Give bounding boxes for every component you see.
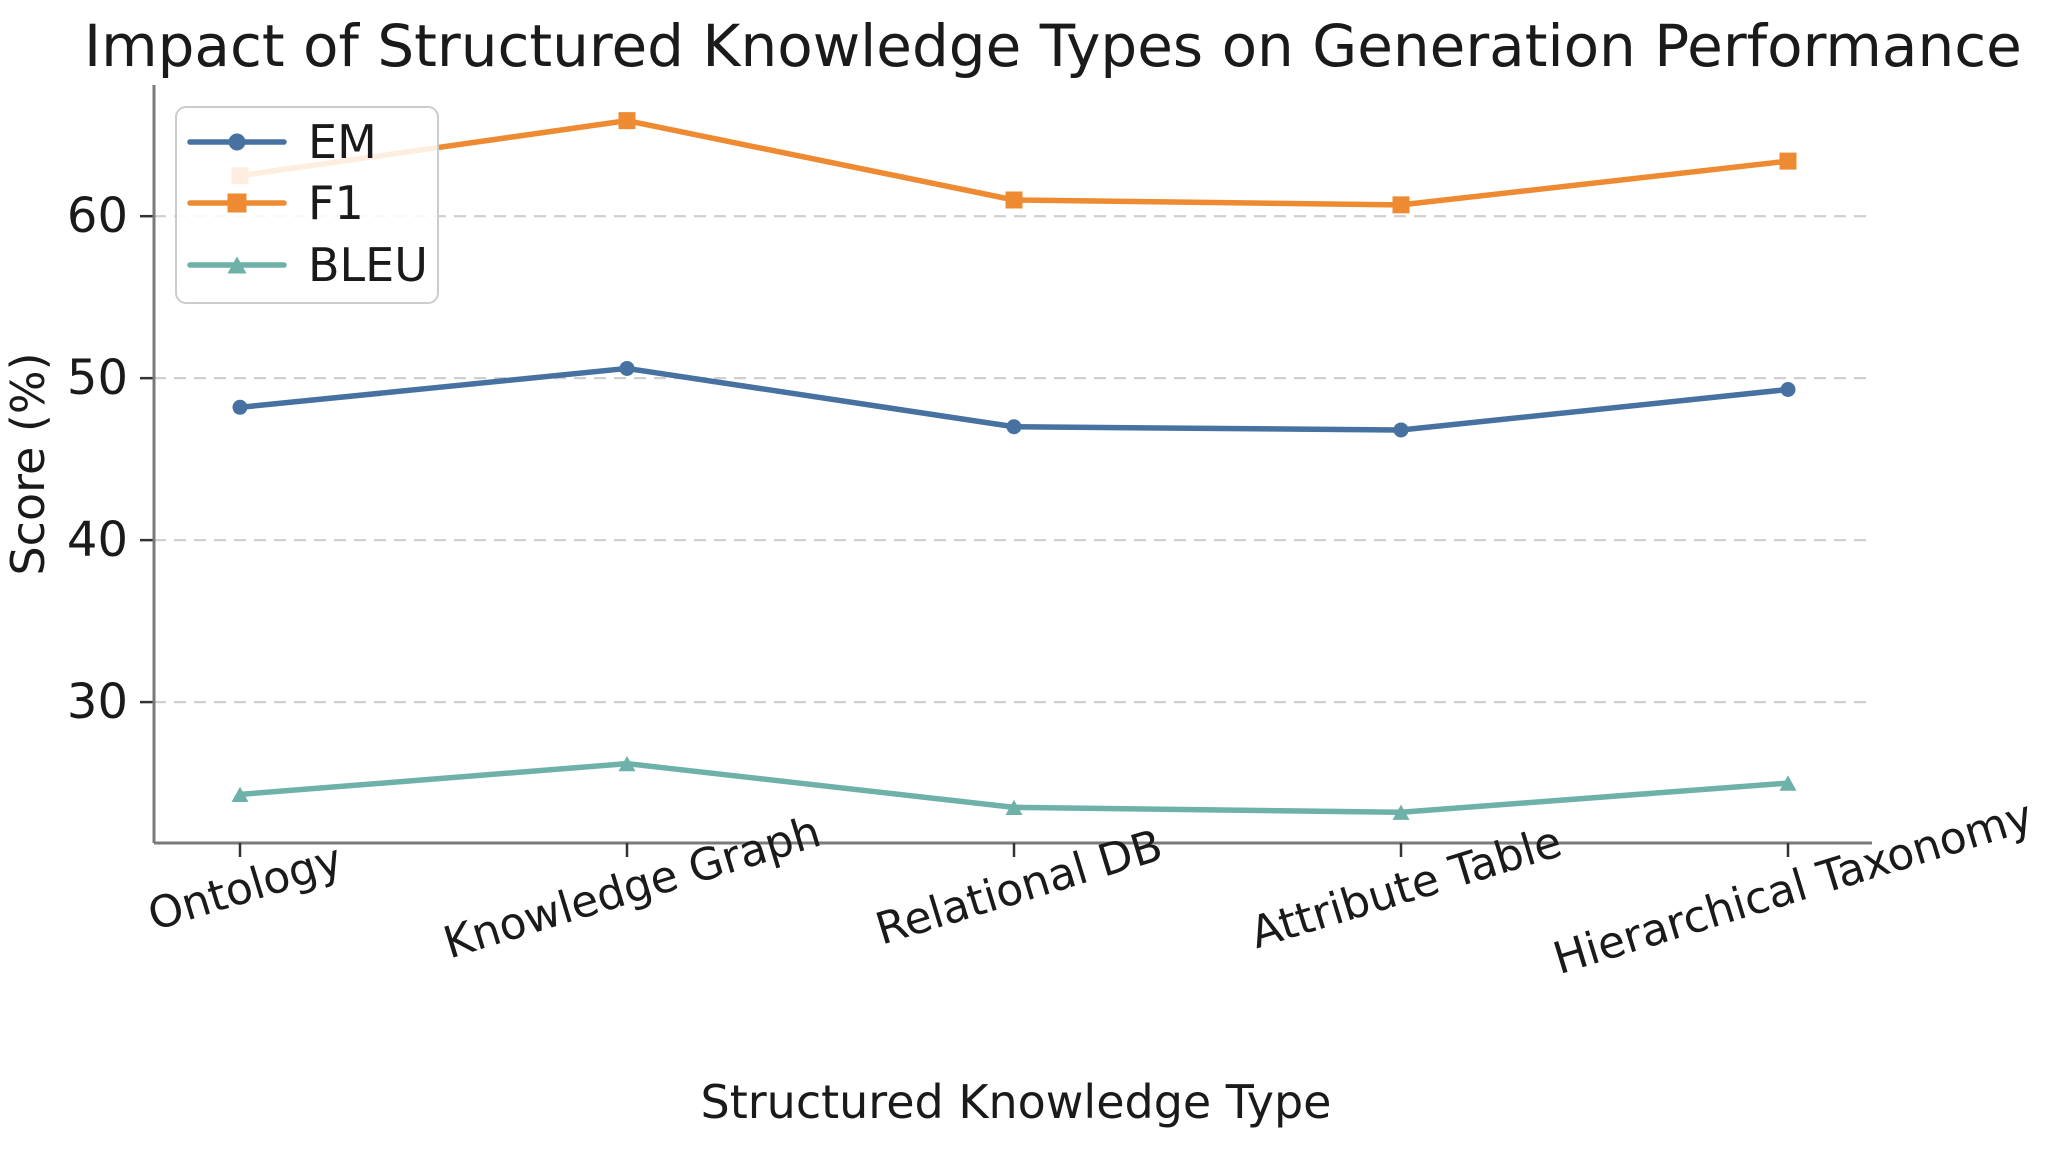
- legend-item-em: EM: [187, 115, 377, 169]
- x-tick-label-ontology: Ontology: [142, 834, 348, 941]
- legend-label-em: EM: [308, 115, 377, 169]
- y-tick-label-50: 50: [67, 350, 128, 406]
- y-tick-label-30: 30: [67, 674, 128, 730]
- data-point-f1-4: [1779, 152, 1797, 170]
- x-tick-label-hierarchical-taxonomy: Hierarchical Taxonomy: [1547, 791, 2038, 985]
- y-tick-label-40: 40: [67, 512, 128, 568]
- data-point-f1-3: [1392, 196, 1410, 214]
- gridlines-layer: [154, 215, 1872, 704]
- legend-marker-bleu-icon: [227, 256, 247, 274]
- legend-box: [175, 106, 439, 304]
- x-tick-label-knowledge-graph: Knowledge Graph: [438, 806, 827, 969]
- data-point-em-0: [232, 399, 248, 415]
- legend-marker-em-icon: [228, 133, 246, 151]
- data-point-bleu-0: [231, 786, 249, 803]
- y-tick-label-60: 60: [67, 188, 128, 244]
- x-tick-label-attribute-table: Attribute Table: [1245, 816, 1568, 959]
- data-point-em-1: [619, 360, 635, 376]
- series-layer: [231, 112, 1797, 820]
- data-point-em-4: [1780, 381, 1796, 397]
- data-point-bleu-1: [618, 755, 636, 772]
- data-point-em-2: [1006, 419, 1022, 435]
- data-point-bleu-3: [1392, 804, 1410, 820]
- data-point-f1-1: [618, 112, 636, 130]
- legend-marker-f1-icon: [227, 193, 247, 213]
- legend-label-f1: F1: [308, 176, 364, 230]
- chart-title: Impact of Structured Knowledge Types on …: [84, 12, 2022, 80]
- legend-label-bleu: BLEU: [308, 238, 428, 292]
- y-axis-title: Score (%): [1, 352, 55, 575]
- data-point-f1-2: [1005, 191, 1023, 209]
- legend: EM F1 BLEU: [175, 106, 439, 304]
- data-point-em-3: [1393, 422, 1409, 438]
- x-tick-label-relational-db: Relational DB: [870, 820, 1168, 955]
- legend-item-f1: F1: [187, 176, 364, 230]
- data-point-bleu-4: [1779, 775, 1797, 791]
- legend-item-bleu: BLEU: [187, 238, 428, 292]
- data-point-bleu-2: [1005, 799, 1023, 816]
- x-axis-title: Structured Knowledge Type: [701, 1075, 1332, 1129]
